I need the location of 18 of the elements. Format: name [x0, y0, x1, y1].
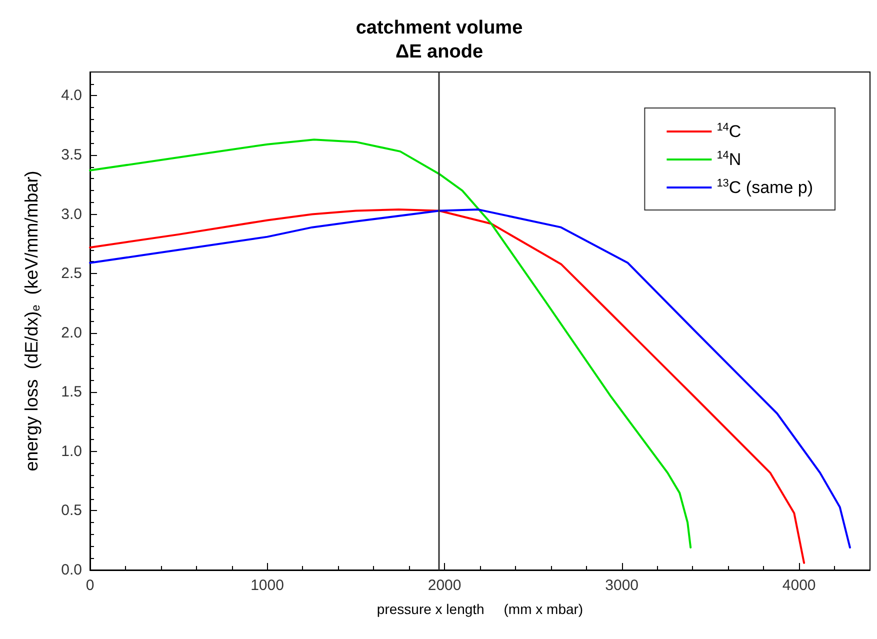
- y-tick-label: 2.0: [61, 324, 82, 342]
- y-tick-label: 4.0: [61, 87, 82, 104]
- y-axis-title: energy loss (dE/dx)e (keV/mm/mbar): [22, 170, 42, 472]
- x-tick-label: 3000: [605, 577, 639, 594]
- y-tick-label: 0.5: [61, 502, 82, 520]
- y-tick-label: 3.0: [61, 206, 82, 223]
- x-tick-label: 0: [86, 577, 94, 594]
- line-series: [89, 138, 692, 548]
- y-tick-label: 1.0: [61, 442, 82, 460]
- x-tick-label: 1000: [250, 577, 284, 594]
- y-tick-label: 2.5: [61, 265, 82, 282]
- x-tick-label: 2000: [428, 577, 462, 594]
- y-tick-label: 3.5: [61, 146, 82, 164]
- y-tick-label: 0.0: [61, 562, 82, 578]
- x-tick-label: 4000: [782, 577, 816, 594]
- ref-line-label: catchment volume ΔE anode: [356, 18, 523, 62]
- x-axis-title: pressure x length (mm x mbar): [376, 601, 584, 617]
- y-tick-label: 1.5: [61, 384, 82, 401]
